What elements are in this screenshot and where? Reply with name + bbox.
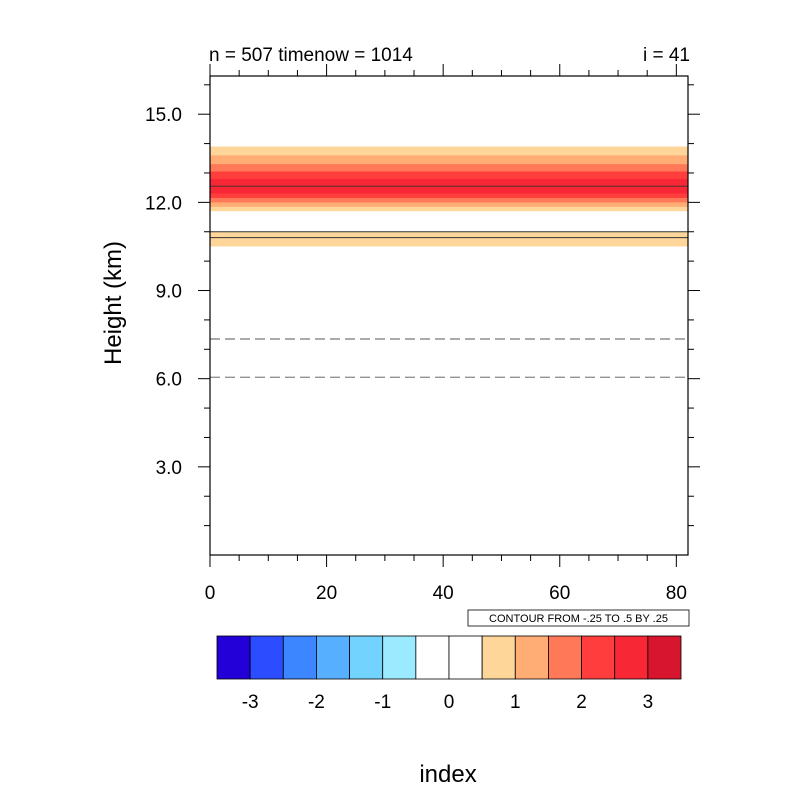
x-tick-label-1: 20	[316, 583, 337, 604]
colorbar-box-7	[448, 635, 483, 680]
colorbar-box-10	[548, 635, 582, 680]
colorbar-box-13	[647, 635, 682, 680]
x-axis-label: index	[419, 761, 476, 788]
colorbar-box-3	[316, 635, 350, 680]
colorbar-box-11	[581, 635, 616, 680]
colorbar-box-2	[282, 635, 317, 680]
colorbar-box-4	[349, 635, 384, 680]
colorbar-label-1: -2	[308, 692, 325, 713]
colorbar-box-12	[614, 635, 649, 680]
colorbar-box-5	[382, 635, 417, 680]
y-axis-label: Height (km)	[100, 241, 127, 365]
y-tick-label-3: 12.0	[145, 193, 182, 214]
contour-fill-bands	[210, 146, 688, 247]
contour-band-5	[210, 231, 688, 247]
colorbar-box-8	[481, 635, 516, 680]
colorbar-box-9	[514, 635, 549, 680]
y-tick-label-0: 3.0	[156, 458, 182, 479]
colorbar: -3 -2 -1 0 1 2 3	[216, 635, 682, 713]
y-tick-label-1: 6.0	[156, 370, 182, 391]
plot-frame	[209, 75, 689, 556]
y-tick-label-4: 15.0	[145, 105, 182, 126]
x-tick-label-4: 80	[666, 583, 687, 604]
colorbar-label-0: -3	[242, 692, 259, 713]
colorbar-label-6: 3	[643, 692, 654, 713]
colorbar-label-4: 1	[510, 692, 521, 713]
colorbar-box-0	[216, 635, 251, 680]
chart-title-left: n = 507 timenow = 1014	[209, 45, 413, 66]
colorbar-box-6	[415, 635, 450, 680]
y-tick-label-2: 9.0	[156, 282, 182, 303]
colorbar-box-1	[249, 635, 284, 680]
colorbar-label-2: -1	[374, 692, 391, 713]
x-tick-label-0: 0	[205, 583, 216, 604]
plot-border	[209, 75, 689, 556]
axis-ticks: 0 20 40 60 80 3.0 6.0 9.0 12.0 15.0	[145, 64, 700, 604]
x-tick-label-3: 60	[549, 583, 570, 604]
contour-lines	[210, 185, 688, 378]
contour-info-text: CONTOUR FROM -.25 TO .5 BY .25	[489, 613, 668, 625]
x-tick-label-2: 40	[433, 583, 454, 604]
colorbar-label-3: 0	[444, 692, 455, 713]
colorbar-label-5: 2	[576, 692, 587, 713]
chart-title-right: i = 41	[643, 45, 690, 66]
contour-info-box: CONTOUR FROM -.25 TO .5 BY .25	[467, 609, 690, 627]
